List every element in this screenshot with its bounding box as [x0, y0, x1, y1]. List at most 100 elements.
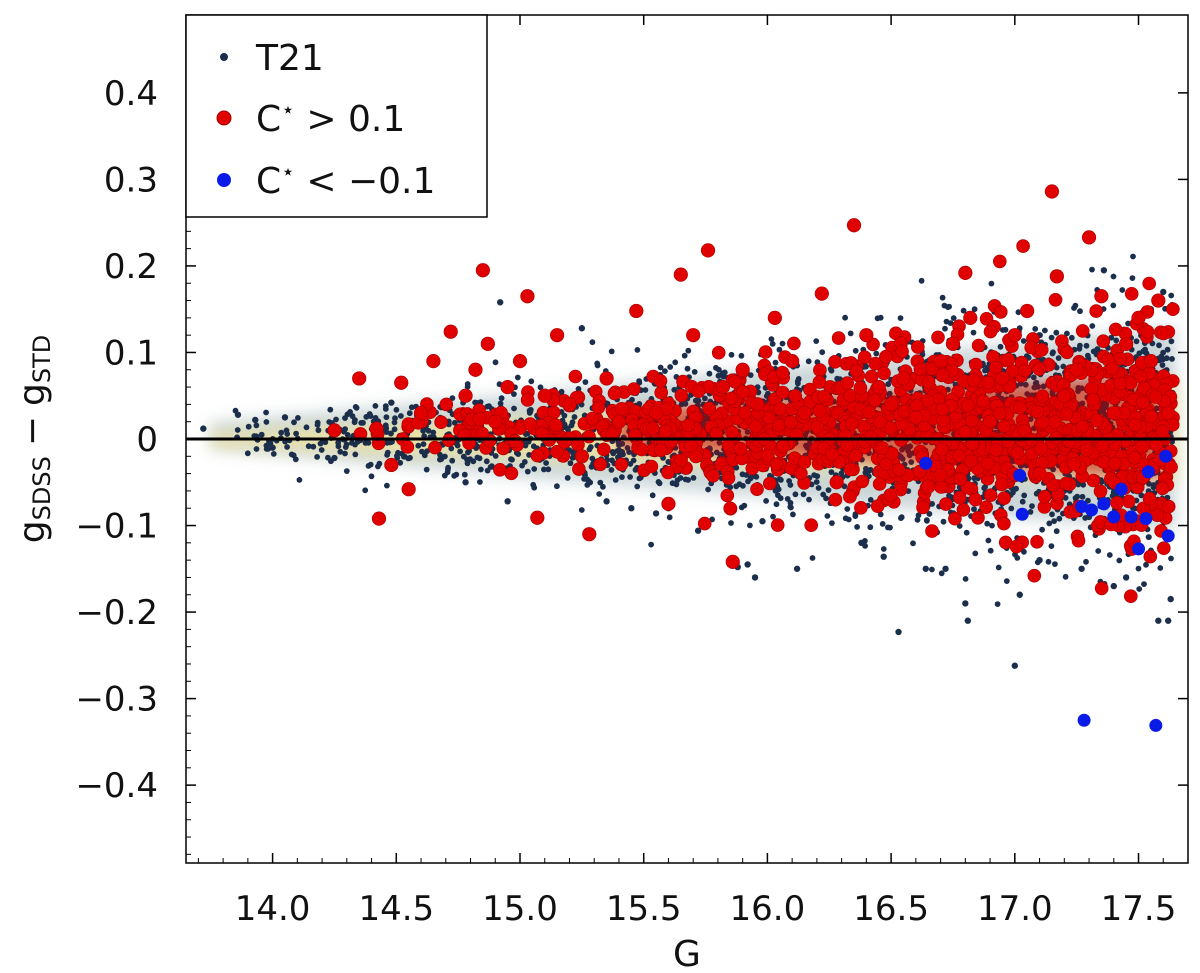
t21-point — [1138, 492, 1145, 499]
t21-point — [511, 405, 517, 412]
cpos-point — [961, 398, 975, 413]
cpos-outlier-point — [673, 267, 688, 282]
t21-point — [1110, 273, 1117, 280]
cpos-outlier-point — [715, 379, 730, 395]
t21-outlier-point — [652, 510, 660, 517]
t21-point — [1113, 337, 1120, 344]
t21-point — [1055, 355, 1062, 361]
cpos-point — [1095, 439, 1109, 453]
cpos-point — [965, 436, 980, 451]
t21-point — [873, 350, 880, 357]
cpos-point — [855, 474, 870, 489]
t21-point — [847, 330, 854, 337]
y-axis-title-minus: − — [12, 416, 53, 446]
cpos-point — [870, 499, 885, 514]
t21-point — [575, 386, 582, 392]
cpos-point — [1071, 533, 1086, 548]
cpos-outlier-point — [488, 414, 503, 429]
cpos-point — [614, 401, 629, 416]
t21-point — [695, 397, 702, 404]
t21-point — [292, 456, 299, 463]
cpos-point — [988, 360, 1003, 375]
t21-point — [564, 475, 571, 481]
x-tick-label: 15.5 — [606, 889, 682, 929]
t21-point — [787, 482, 794, 488]
t21-point — [929, 501, 935, 507]
cpos-point — [725, 425, 739, 440]
t21-point — [745, 478, 751, 485]
cpos-outlier-point — [1049, 269, 1064, 284]
t21-point — [1045, 558, 1052, 565]
t21-point — [526, 410, 533, 416]
cpos-point — [964, 413, 979, 428]
cpos-point — [1009, 539, 1024, 554]
t21-point — [1157, 565, 1164, 571]
t21-point — [820, 491, 827, 498]
cpos-outlier-point — [884, 397, 899, 412]
t21-point — [497, 400, 504, 407]
cpos-point — [496, 441, 511, 456]
cpos-point — [658, 424, 673, 439]
cneg-point — [1077, 713, 1091, 727]
y-tick-label: 0.2 — [104, 247, 158, 287]
t21-point — [531, 466, 538, 472]
cpos-point — [776, 439, 790, 454]
t21-point — [343, 441, 350, 448]
t21-point — [960, 307, 967, 314]
cneg-point — [1141, 465, 1155, 479]
t21-outlier-point — [1016, 591, 1023, 598]
t21-point — [420, 441, 427, 447]
t21-point — [541, 466, 547, 473]
t21-point — [795, 376, 802, 382]
cpos-point — [997, 419, 1012, 434]
cneg-point — [1149, 718, 1163, 732]
t21-point — [384, 449, 391, 456]
t21-outlier-point — [200, 425, 207, 432]
t21-point — [1129, 275, 1136, 281]
x-axis-title: G — [673, 934, 701, 973]
t21-point — [809, 555, 816, 561]
t21-outlier-point — [331, 454, 338, 462]
t21-point — [971, 306, 978, 313]
cpos-point — [691, 384, 706, 399]
t21-point — [842, 515, 849, 522]
t21-point — [691, 369, 698, 375]
t21-point — [1064, 330, 1070, 337]
legend: T21 C⋆ > 0.1 C⋆ < −0.1 — [185, 14, 488, 218]
t21-point — [253, 446, 260, 452]
cpos-point — [1090, 413, 1104, 428]
t21-point — [1098, 479, 1105, 485]
t21-point — [1168, 555, 1174, 562]
cpos-point — [1135, 439, 1149, 454]
cpos-point — [1122, 494, 1136, 509]
cpos-outlier-point — [1032, 466, 1047, 481]
cpos-point — [875, 441, 890, 455]
cpos-point — [530, 448, 545, 463]
t21-point — [608, 348, 615, 355]
t21-point — [1052, 561, 1058, 567]
t21-point — [594, 360, 601, 367]
t21-point — [244, 450, 251, 457]
cpos-point — [916, 500, 930, 515]
t21-point — [1108, 334, 1115, 341]
t21-point — [684, 365, 691, 372]
cpos-point — [825, 447, 839, 462]
cpos-point — [863, 430, 878, 444]
t21-point — [344, 432, 351, 438]
t21-point — [397, 459, 404, 466]
cpos-point — [1155, 424, 1170, 439]
t21-point — [608, 467, 615, 473]
t21-point — [333, 416, 339, 423]
cpos-point — [958, 425, 973, 440]
cpos-outlier-point — [1131, 310, 1146, 325]
t21-point — [1145, 534, 1152, 540]
t21-point — [862, 469, 869, 476]
cpos-outlier-point — [1057, 388, 1072, 403]
cpos-outlier-point — [750, 397, 765, 412]
t21-point — [715, 372, 722, 379]
cpos-point — [702, 401, 717, 416]
cpos-point — [993, 305, 1008, 319]
cpos-point — [572, 462, 586, 476]
cpos-point — [1016, 239, 1030, 253]
